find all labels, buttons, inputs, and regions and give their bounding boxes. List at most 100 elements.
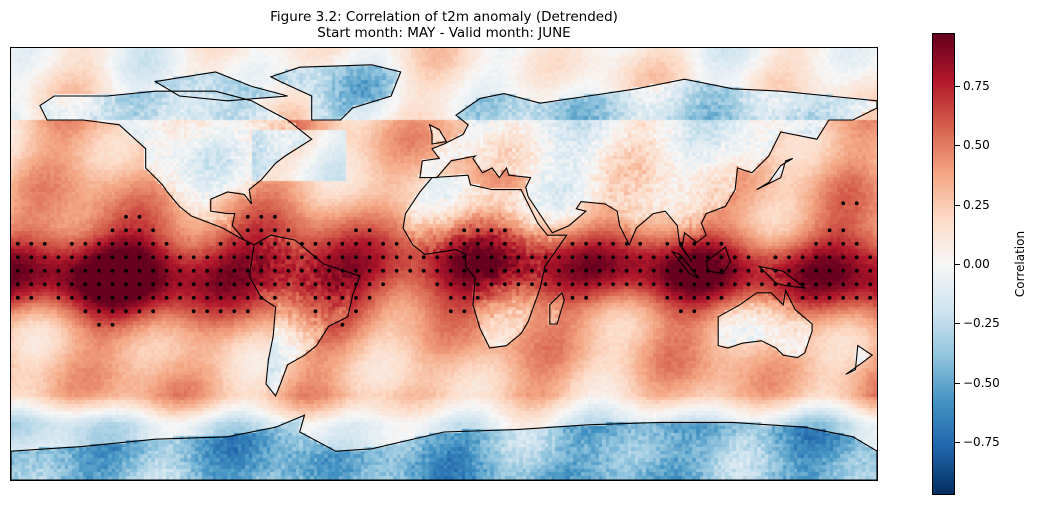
significance-dot	[584, 255, 588, 260]
significance-dot	[273, 268, 277, 273]
coastlines-and-stippling	[11, 64, 877, 480]
colorbar-tick-label: −0.50	[963, 375, 1000, 390]
significance-dot	[232, 268, 237, 273]
significance-dot	[83, 282, 88, 287]
significance-dot	[516, 268, 521, 273]
significance-dot	[719, 255, 724, 260]
significance-dot	[719, 241, 724, 246]
significance-dot	[354, 268, 358, 273]
significance-dot	[854, 268, 859, 273]
significance-dot	[83, 295, 88, 300]
significance-dot	[29, 295, 34, 300]
significance-dot	[611, 241, 615, 246]
significance-dot	[597, 255, 602, 260]
significance-dot	[232, 282, 237, 287]
significance-dot	[42, 268, 47, 273]
significance-dot	[245, 255, 250, 260]
significance-dot	[15, 255, 20, 260]
significance-dot	[706, 241, 710, 246]
colorbar-tick	[955, 145, 960, 147]
significance-dot	[421, 268, 426, 273]
significance-dot	[354, 255, 358, 260]
significance-dot	[516, 282, 521, 287]
figure-title: Figure 3.2: Correlation of t2m anomaly (…	[270, 9, 618, 25]
significance-dot	[178, 282, 183, 287]
significance-dot	[719, 282, 724, 287]
significance-dot	[313, 309, 318, 314]
significance-dot	[259, 282, 264, 287]
significance-dot	[273, 282, 277, 287]
significance-dot	[340, 255, 345, 260]
significance-dot	[124, 295, 128, 300]
significance-dot	[638, 241, 643, 246]
significance-dot	[530, 268, 534, 273]
significance-dot	[178, 295, 183, 300]
significance-dot	[692, 241, 697, 246]
significance-dot	[800, 255, 805, 260]
significance-dot	[286, 241, 291, 246]
significance-dot	[611, 268, 615, 273]
significance-dot	[232, 309, 237, 314]
significance-dot	[624, 282, 629, 287]
significance-dot	[70, 268, 74, 273]
significance-dot	[259, 241, 264, 246]
significance-dot	[137, 214, 142, 219]
significance-dot	[124, 268, 128, 273]
significance-dot	[773, 268, 778, 273]
significance-dot	[151, 228, 156, 233]
significance-dot	[340, 241, 345, 246]
significance-dot	[354, 241, 358, 246]
significance-dot	[232, 295, 237, 300]
significance-dot	[692, 295, 697, 300]
significance-dot	[475, 295, 480, 300]
significance-dot	[570, 268, 575, 273]
significance-dot	[110, 241, 115, 246]
significance-dot	[692, 255, 697, 260]
significance-dot	[191, 268, 196, 273]
significance-dot	[327, 268, 331, 273]
significance-dot	[245, 309, 250, 314]
colorbar-tick-label: 0.00	[963, 257, 990, 271]
significance-dot	[191, 282, 196, 287]
significance-dot	[367, 255, 372, 260]
significance-dot	[611, 255, 615, 260]
significance-dot	[110, 228, 115, 233]
coastline	[756, 157, 794, 191]
significance-dot	[70, 282, 74, 287]
colorbar-tick-label: 0.50	[963, 138, 990, 153]
significance-dot	[503, 241, 507, 246]
significance-dot	[29, 241, 34, 246]
significance-dot	[760, 268, 764, 273]
significance-dot	[475, 228, 480, 233]
significance-dot	[151, 255, 156, 260]
significance-dot	[475, 268, 480, 273]
significance-dot	[435, 268, 440, 273]
significance-dot	[787, 282, 791, 287]
significance-dot	[151, 295, 156, 300]
significance-dot	[827, 241, 832, 246]
significance-dot	[475, 255, 480, 260]
significance-dot	[137, 282, 142, 287]
significance-dot	[191, 309, 196, 314]
significance-dot	[462, 282, 467, 287]
colorbar-tick	[955, 204, 960, 206]
significance-dot	[854, 241, 859, 246]
significance-dot	[124, 241, 128, 246]
significance-dot	[164, 255, 169, 260]
significance-dot	[354, 295, 358, 300]
significance-dot	[164, 295, 169, 300]
significance-dot	[300, 268, 304, 273]
significance-dot	[286, 268, 291, 273]
significance-dot	[448, 268, 453, 273]
significance-dot	[678, 295, 683, 300]
significance-dot	[475, 241, 480, 246]
significance-dot	[868, 268, 873, 273]
significance-dot	[15, 268, 20, 273]
significance-dot	[245, 214, 250, 219]
significance-dot	[503, 255, 507, 260]
significance-dot	[300, 282, 304, 287]
significance-dot	[746, 268, 751, 273]
significance-dot	[83, 241, 88, 246]
significance-dot	[218, 295, 223, 300]
coastline	[705, 246, 731, 275]
